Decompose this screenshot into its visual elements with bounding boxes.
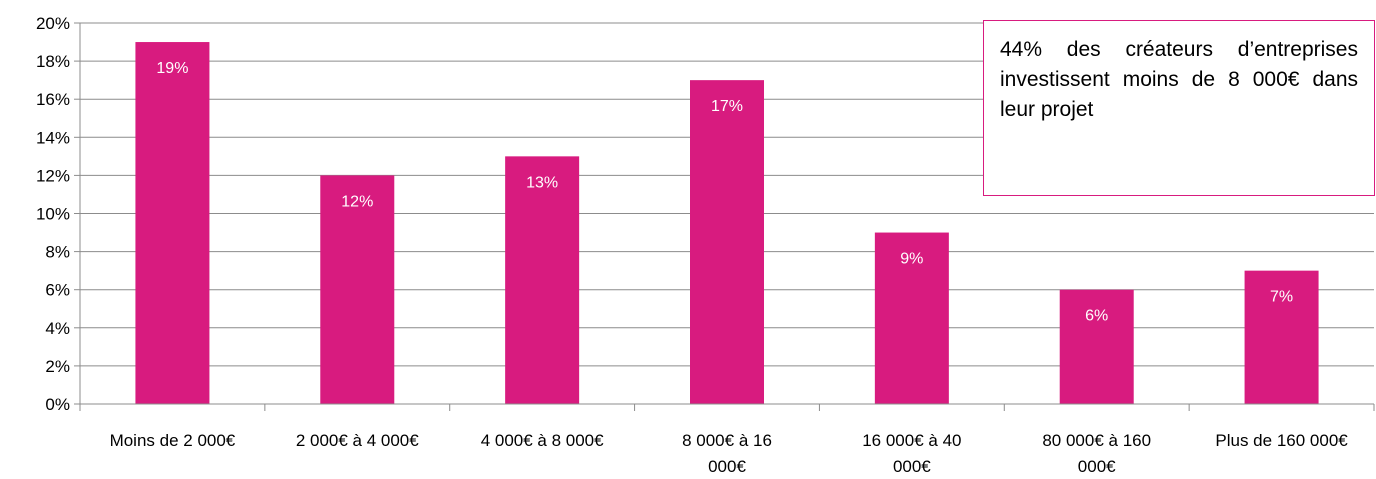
y-tick-label: 18% <box>36 52 70 71</box>
y-tick-label: 12% <box>36 166 70 185</box>
data-label: 19% <box>156 60 188 77</box>
data-label: 7% <box>1270 289 1293 306</box>
category-label: 8 000€ à 16 <box>682 431 772 450</box>
bar <box>690 80 764 405</box>
annotation-box: 44% des créateurs d’entreprises investis… <box>983 20 1375 196</box>
y-tick-label: 4% <box>45 319 70 338</box>
y-axis-ticks: 0% 2% 4% 6% 8% 10% 12% 14% 16% 18% 20% <box>36 14 80 414</box>
x-axis <box>79 23 1375 411</box>
bar <box>135 42 210 405</box>
category-label: 000€ <box>893 457 931 476</box>
data-label: 12% <box>341 193 373 210</box>
category-label: 000€ <box>708 457 746 476</box>
y-tick-label: 8% <box>45 243 70 262</box>
data-label: 17% <box>711 98 743 115</box>
bar <box>1244 270 1319 404</box>
data-label: 6% <box>1085 308 1108 325</box>
data-labels: 19% 12% 13% 17% 9% 6% 7% <box>156 60 1293 325</box>
category-label: Moins de 2 000€ <box>110 431 236 450</box>
category-label: 000€ <box>1078 457 1116 476</box>
bars <box>135 42 1319 405</box>
bar <box>1059 289 1134 404</box>
category-label: 16 000€ à 40 <box>862 431 961 450</box>
category-label: 4 000€ à 8 000€ <box>481 431 604 450</box>
y-tick-label: 14% <box>36 128 70 147</box>
bar <box>320 175 395 404</box>
y-tick-label: 20% <box>36 14 70 33</box>
data-label: 9% <box>900 251 923 268</box>
y-tick-label: 10% <box>36 205 70 224</box>
y-tick-label: 6% <box>45 281 70 300</box>
bar <box>505 156 580 404</box>
category-label: 2 000€ à 4 000€ <box>296 431 419 450</box>
category-labels: Moins de 2 000€ 2 000€ à 4 000€ 4 000€ à 8… <box>110 431 1349 476</box>
y-tick-label: 16% <box>36 90 70 109</box>
category-label: 80 000€ à 160 <box>1042 431 1151 450</box>
y-tick-label: 2% <box>45 357 70 376</box>
category-label: Plus de 160 000€ <box>1215 431 1348 450</box>
data-label: 13% <box>526 174 558 191</box>
y-tick-label: 0% <box>45 395 70 414</box>
bar <box>874 232 949 404</box>
